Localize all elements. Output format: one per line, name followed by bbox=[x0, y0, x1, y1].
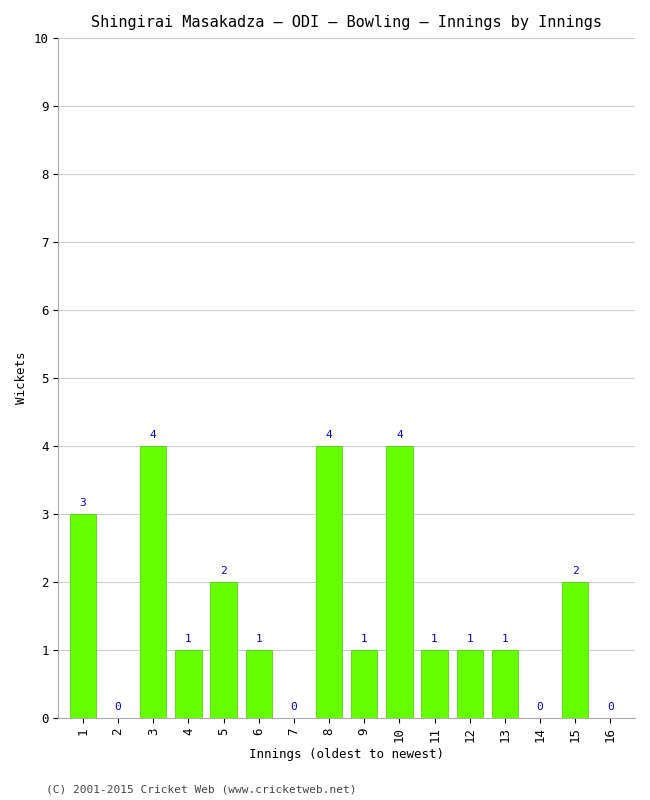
Text: 0: 0 bbox=[537, 702, 543, 712]
Text: 1: 1 bbox=[185, 634, 192, 644]
Text: (C) 2001-2015 Cricket Web (www.cricketweb.net): (C) 2001-2015 Cricket Web (www.cricketwe… bbox=[46, 784, 356, 794]
Bar bbox=[211, 582, 237, 718]
Bar bbox=[562, 582, 588, 718]
Bar bbox=[386, 446, 413, 718]
Bar bbox=[140, 446, 166, 718]
Bar bbox=[176, 650, 202, 718]
Text: 2: 2 bbox=[572, 566, 578, 576]
Text: 4: 4 bbox=[326, 430, 332, 441]
Text: 4: 4 bbox=[396, 430, 403, 441]
Text: 2: 2 bbox=[220, 566, 227, 576]
Text: 0: 0 bbox=[291, 702, 297, 712]
Bar bbox=[351, 650, 378, 718]
Text: 0: 0 bbox=[607, 702, 614, 712]
Bar bbox=[70, 514, 96, 718]
Text: 1: 1 bbox=[361, 634, 368, 644]
Text: 0: 0 bbox=[114, 702, 122, 712]
Bar bbox=[246, 650, 272, 718]
Text: 3: 3 bbox=[79, 498, 86, 509]
Title: Shingirai Masakadza – ODI – Bowling – Innings by Innings: Shingirai Masakadza – ODI – Bowling – In… bbox=[91, 15, 602, 30]
X-axis label: Innings (oldest to newest): Innings (oldest to newest) bbox=[249, 748, 444, 761]
Bar bbox=[456, 650, 483, 718]
Bar bbox=[316, 446, 343, 718]
Y-axis label: Wickets: Wickets bbox=[15, 352, 28, 404]
Text: 1: 1 bbox=[466, 634, 473, 644]
Text: 1: 1 bbox=[502, 634, 508, 644]
Text: 1: 1 bbox=[255, 634, 262, 644]
Text: 1: 1 bbox=[431, 634, 438, 644]
Bar bbox=[491, 650, 518, 718]
Text: 4: 4 bbox=[150, 430, 157, 441]
Bar bbox=[421, 650, 448, 718]
